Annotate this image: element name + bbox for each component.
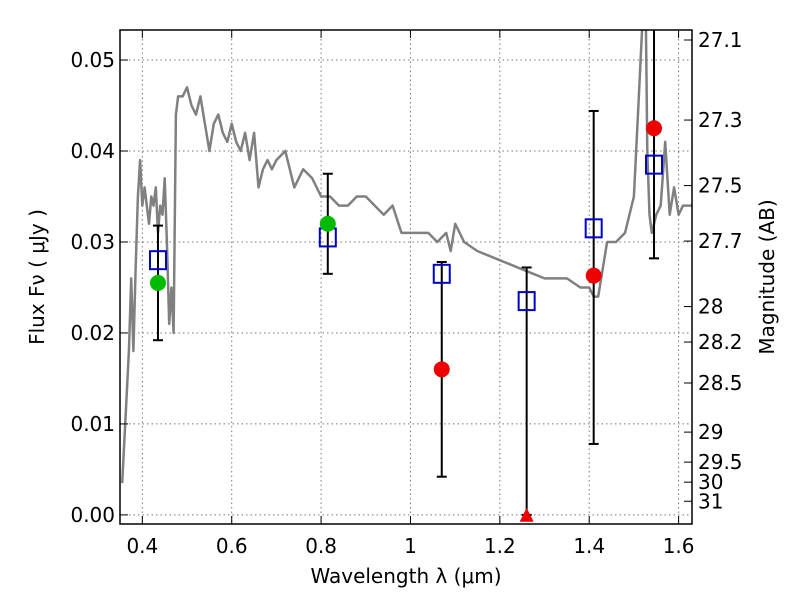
y2-tick-label: 29	[698, 420, 723, 444]
upper-limit-marker	[519, 507, 534, 522]
model-photometry-square	[432, 263, 451, 284]
x-tick-label: 1	[404, 534, 417, 558]
observed-flux-point	[433, 361, 450, 378]
observed-flux-point	[319, 215, 336, 232]
model-photometry-square	[517, 291, 536, 312]
y-tick-label: 0.01	[70, 412, 115, 436]
x-tick-label: 1.6	[663, 534, 695, 558]
ticks: 0.4 0.6 0.8 1 1.2 1.4 1.6 0.00 0.01 0.02 0.03 0.04 0…	[70, 28, 742, 558]
y2-tick-label: 30	[698, 470, 723, 494]
x-tick-label: 1.4	[573, 534, 605, 558]
plot-area	[120, 30, 692, 524]
y-tick-label: 0.02	[70, 321, 115, 345]
x-axis-title: Wavelength λ (μm)	[310, 564, 501, 588]
x-tick-label: 0.4	[126, 534, 158, 558]
y2-tick-label: 28.5	[698, 371, 743, 395]
model-photometry-square	[645, 154, 664, 175]
model-spectrum-line	[120, 30, 692, 484]
y-tick-label: 0.04	[70, 139, 115, 163]
model-photometry-square	[584, 218, 603, 239]
plot-frame	[119, 29, 693, 525]
grid	[120, 30, 692, 524]
y2-tick-label: 28.2	[698, 330, 743, 354]
y2-tick-label: 27.3	[698, 108, 743, 132]
y2-tick-label: 27.5	[698, 174, 743, 198]
y2-tick-label: 31	[698, 489, 723, 513]
model-photometry-square	[148, 250, 167, 271]
y-axis-title: Flux Fν ( μJy )	[25, 209, 49, 345]
y-tick-label: 0.00	[70, 503, 115, 527]
y2-tick-label: 27.1	[698, 28, 743, 52]
y-tick-label: 0.03	[70, 230, 115, 254]
observed-flux-point	[149, 274, 166, 291]
y2-tick-label: 27.7	[698, 229, 743, 253]
x-tick-label: 0.8	[305, 534, 337, 558]
y2-tick-label: 28	[698, 295, 723, 319]
data-series	[120, 30, 692, 522]
observed-flux-point	[585, 267, 602, 284]
y-tick-label: 0.05	[70, 48, 115, 72]
y2-tick-label: 29.5	[698, 450, 743, 474]
y2-axis-title: Magnitude (AB)	[755, 199, 779, 354]
x-tick-label: 1.2	[484, 534, 516, 558]
observed-flux-point	[646, 120, 663, 137]
x-tick-label: 0.6	[216, 534, 248, 558]
